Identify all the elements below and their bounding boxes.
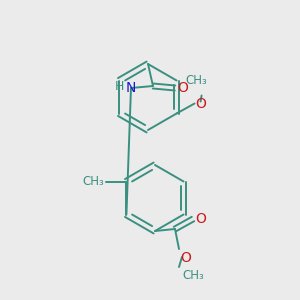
Text: CH₃: CH₃: [182, 269, 204, 282]
Text: N: N: [126, 81, 136, 95]
Text: O: O: [196, 97, 206, 110]
Text: O: O: [177, 81, 188, 95]
Text: CH₃: CH₃: [83, 175, 104, 188]
Text: O: O: [195, 212, 206, 226]
Text: O: O: [180, 251, 191, 265]
Text: CH₃: CH₃: [186, 74, 208, 88]
Text: H: H: [114, 80, 124, 94]
